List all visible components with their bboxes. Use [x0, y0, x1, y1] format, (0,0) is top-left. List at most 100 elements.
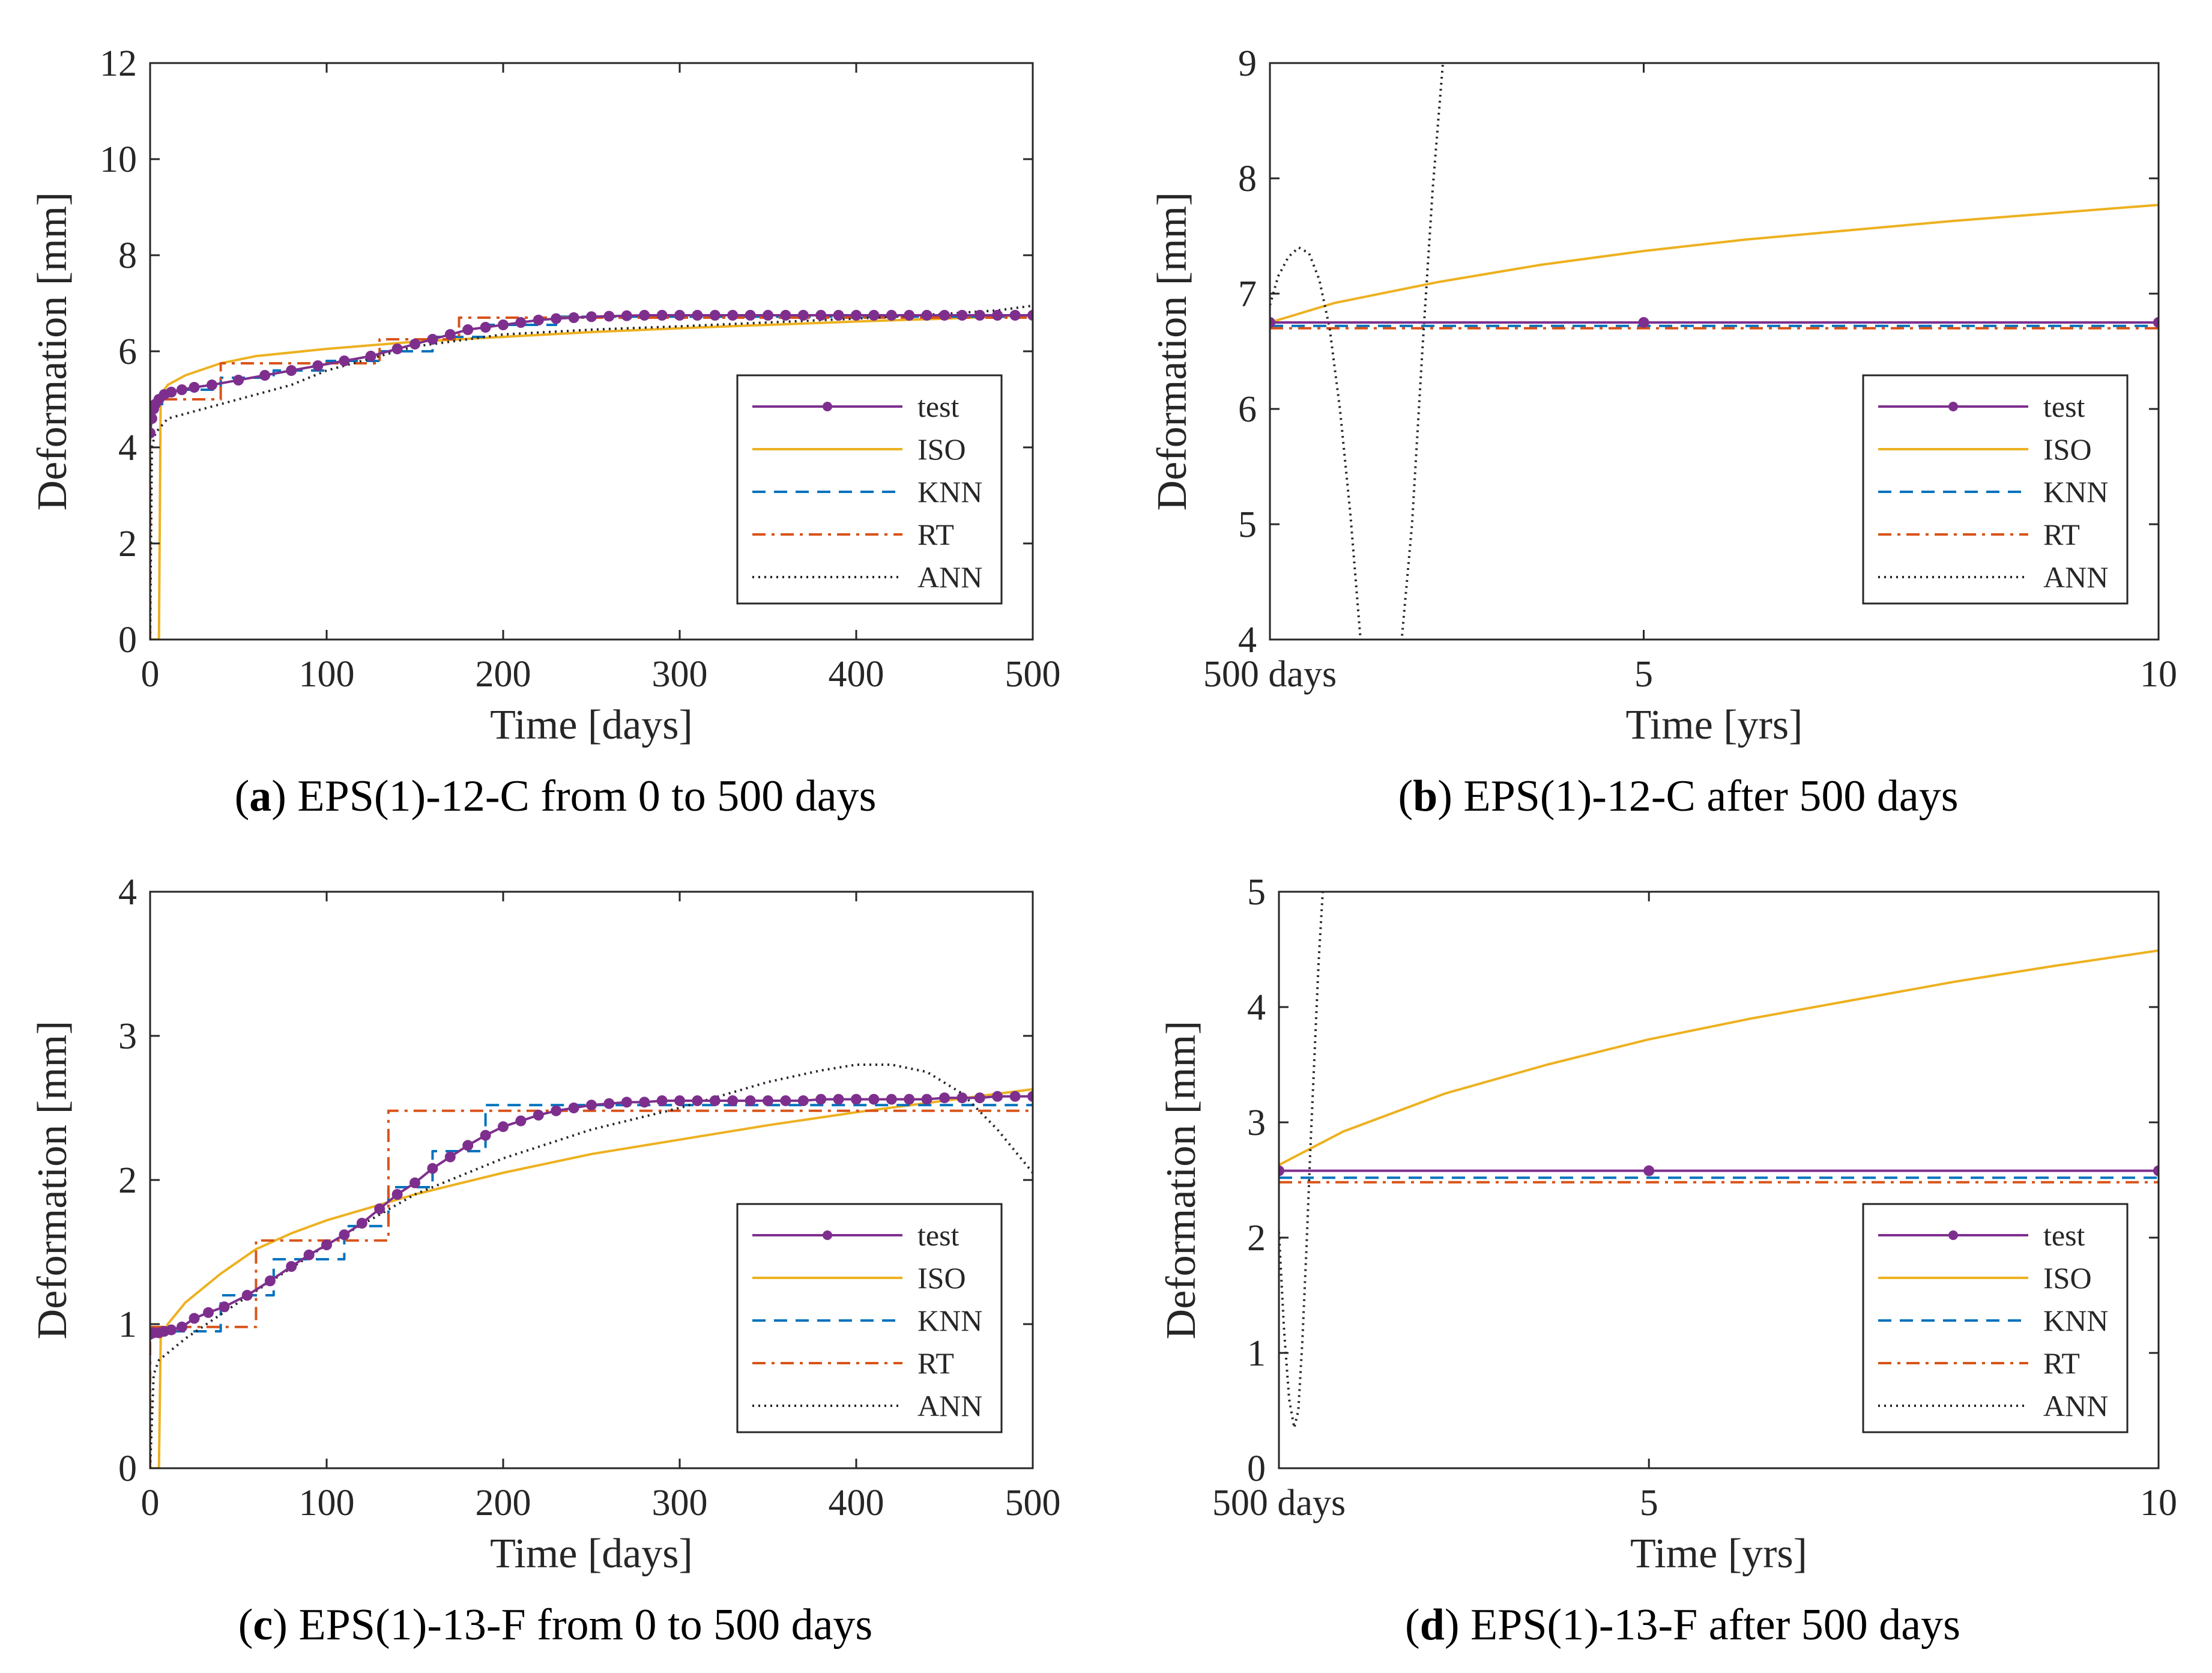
legend-label: RT [917, 1346, 954, 1380]
tick-layer: 500 days 5 10 0 1 2 3 4 5 [1212, 872, 2177, 1523]
y-tick-label: 5 [1247, 872, 1266, 913]
x-tick-label: 300 [652, 654, 708, 695]
data-point-test [176, 1321, 187, 1333]
legend-entry-rt: RT [1878, 1346, 2080, 1380]
panel-a: 0 100 200 300 400 500 0 2 4 6 8 10 12 Time [days] De… [29, 43, 1061, 821]
legend-label: test [917, 390, 959, 423]
data-point-test [1270, 317, 1275, 328]
data-point-test [312, 360, 324, 371]
y-tick-label: 6 [1238, 389, 1257, 430]
data-point-test [498, 319, 509, 330]
data-point-test [851, 310, 862, 321]
x-tick-label: 0 [141, 654, 160, 695]
y-tick-label: 10 [100, 139, 137, 180]
legend-entry-ann: ANN [752, 1389, 982, 1423]
y-tick-label: 3 [1247, 1103, 1266, 1143]
data-point-test [921, 310, 932, 321]
y-axis-label: Deformation [mm] [1158, 1021, 1204, 1340]
y-tick-label: 0 [1247, 1448, 1266, 1489]
legend-entry-ann: ANN [1878, 560, 2108, 594]
data-point-test [974, 310, 985, 321]
data-point-test [797, 310, 809, 321]
data-point-test [515, 1115, 527, 1127]
data-point-test [780, 310, 791, 321]
panel-d: 500 days 5 10 0 1 2 3 4 5 Time [yrs] Deformation… [1158, 872, 2177, 1650]
data-point-test [233, 375, 244, 386]
y-tick-label: 2 [118, 524, 137, 564]
data-point-test [533, 315, 544, 325]
legend-label: RT [2043, 518, 2080, 551]
data-point-test [886, 310, 897, 321]
data-point-test [166, 1324, 177, 1336]
caption: (d) EPS(1)-13-F after 500 days [1405, 1600, 1960, 1650]
y-axis-label: Deformation [mm] [29, 1021, 76, 1340]
legend-entry-iso: ISO [752, 1261, 966, 1295]
y-tick-label: 5 [1238, 504, 1257, 545]
y-tick-label: 4 [1247, 987, 1266, 1028]
series-line-iso [1279, 949, 2159, 1166]
data-point-test [868, 1094, 880, 1105]
data-point-test [709, 310, 721, 321]
panel-c: 0 100 200 300 400 500 0 1 2 3 4 Time [days] Deform… [29, 872, 1061, 1650]
legend-label: test [2043, 1218, 2085, 1252]
data-point-test [956, 310, 968, 321]
data-point-test [851, 1094, 862, 1105]
caption-letter: a [249, 772, 271, 821]
data-point-test [904, 310, 915, 321]
legend-entry-test: test [1878, 390, 2085, 423]
data-point-test [603, 310, 615, 322]
data-point-test [727, 1095, 739, 1106]
legend-entry-rt: RT [752, 518, 954, 551]
data-point-test [391, 343, 403, 354]
caption: (b) EPS(1)-12-C after 500 days [1398, 772, 1958, 821]
data-point-test [621, 310, 632, 321]
data-point-test [886, 1094, 897, 1105]
legend-box [1862, 1203, 2129, 1433]
data-point-test [150, 428, 156, 438]
legend-label: ISO [2043, 1261, 2092, 1295]
tick-layer: 500 days 5 10 4 5 6 7 8 9 [1203, 43, 2177, 695]
series-line-ann [1279, 892, 1324, 1429]
x-tick-label: 0 [141, 1483, 160, 1523]
x-tick-label: 5 [1640, 1483, 1658, 1523]
x-tick-label: 500 days [1212, 1483, 1346, 1523]
x-tick-label: 100 [299, 1483, 355, 1523]
data-point-test [259, 370, 271, 381]
data-point-test [692, 310, 703, 321]
data-point-test [356, 1218, 367, 1229]
caption-text: EPS(1)-12-C from 0 to 500 days [297, 772, 876, 821]
data-point-test [219, 1301, 230, 1313]
x-axis-label: Time [days] [490, 1531, 693, 1577]
legend-label: ISO [2043, 432, 2092, 466]
data-point-test [815, 1094, 827, 1105]
series-line-iso [1270, 204, 2159, 324]
data-point-test [1009, 1091, 1021, 1102]
y-tick-label: 4 [1238, 620, 1257, 661]
legend-marker [823, 402, 832, 411]
y-tick-label: 2 [118, 1160, 137, 1201]
x-tick-label: 5 [1634, 654, 1653, 695]
data-point-test [339, 355, 350, 366]
data-point-test [992, 1091, 1003, 1102]
series-layer [150, 1063, 1033, 1468]
data-point-test [365, 351, 376, 362]
data-point-test [639, 310, 650, 321]
y-tick-label: 2 [1247, 1218, 1266, 1259]
data-point-test [921, 1094, 932, 1105]
x-axis-label: Time [days] [490, 702, 693, 748]
legend-label: KNN [2043, 475, 2108, 509]
data-point-test [939, 1092, 950, 1104]
data-point-test [586, 311, 597, 322]
y-tick-label: 0 [118, 1448, 137, 1489]
data-point-test [1638, 317, 1649, 328]
data-point-test [391, 1189, 403, 1200]
x-tick-label: 300 [652, 1483, 708, 1523]
caption-letter: c [253, 1600, 273, 1650]
y-axis-label: Deformation [mm] [29, 192, 76, 511]
data-point-test [568, 1103, 579, 1113]
caption: (a) EPS(1)-12-C from 0 to 500 days [235, 772, 877, 821]
legend-entry-iso: ISO [1878, 432, 2092, 466]
data-point-test [603, 1098, 615, 1109]
data-point-test [709, 1095, 721, 1106]
data-point-test [551, 313, 562, 324]
